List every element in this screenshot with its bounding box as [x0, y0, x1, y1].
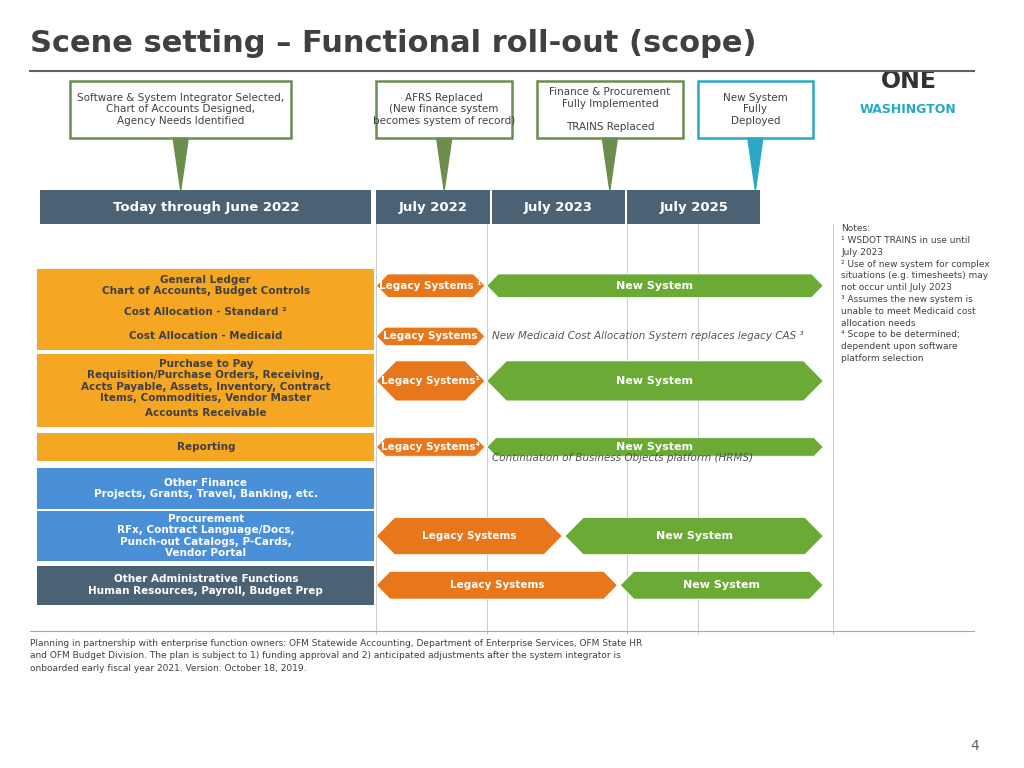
Text: Planning in partnership with enterprise function owners: OFM Statewide Accountin: Planning in partnership with enterprise … [30, 639, 642, 673]
Text: ONE: ONE [881, 68, 937, 93]
Text: General Ledger
Chart of Accounts, Budget Controls: General Ledger Chart of Accounts, Budget… [101, 275, 310, 296]
FancyBboxPatch shape [37, 323, 375, 350]
Text: July 2025: July 2025 [659, 201, 728, 214]
Text: New System: New System [683, 580, 760, 591]
Text: July 2022: July 2022 [398, 201, 468, 214]
Text: New System
Fully
Deployed: New System Fully Deployed [723, 93, 787, 126]
Text: Software & System Integrator Selected,
Chart of Accounts Designed,
Agency Needs : Software & System Integrator Selected, C… [77, 93, 285, 126]
Polygon shape [748, 138, 763, 190]
Polygon shape [621, 571, 823, 599]
Polygon shape [436, 138, 452, 190]
Text: Reporting: Reporting [176, 442, 236, 452]
Text: Legacy Systems ¹: Legacy Systems ¹ [379, 280, 482, 291]
Text: Legacy Systems⁴: Legacy Systems⁴ [381, 442, 480, 452]
Text: New Medicaid Cost Allocation System replaces legacy CAS ³: New Medicaid Cost Allocation System repl… [492, 331, 804, 342]
Text: Today through June 2022: Today through June 2022 [113, 201, 299, 214]
FancyBboxPatch shape [37, 511, 375, 561]
FancyBboxPatch shape [37, 468, 375, 509]
Text: Legacy Systems: Legacy Systems [450, 580, 544, 591]
Text: Other Administrative Functions
Human Resources, Payroll, Budget Prep: Other Administrative Functions Human Res… [88, 574, 324, 596]
Text: Legacy Systems: Legacy Systems [383, 331, 478, 342]
FancyBboxPatch shape [377, 81, 512, 138]
Polygon shape [486, 438, 823, 456]
Text: Scene setting – Functional roll-out (scope): Scene setting – Functional roll-out (sco… [30, 29, 757, 58]
Polygon shape [377, 518, 562, 554]
Text: New System: New System [616, 442, 693, 452]
FancyBboxPatch shape [37, 565, 375, 605]
Text: Cost Allocation - Medicaid: Cost Allocation - Medicaid [129, 331, 283, 342]
FancyBboxPatch shape [492, 190, 626, 224]
Text: Notes:
¹ WSDOT TRAINS in use until
July 2023
² Use of new system for complex
sit: Notes: ¹ WSDOT TRAINS in use until July … [841, 224, 990, 363]
FancyBboxPatch shape [628, 190, 760, 224]
Text: Cost Allocation - Standard ²: Cost Allocation - Standard ² [125, 306, 287, 317]
Polygon shape [565, 518, 823, 554]
Polygon shape [377, 571, 617, 599]
FancyBboxPatch shape [37, 433, 375, 461]
Polygon shape [377, 438, 484, 456]
FancyBboxPatch shape [697, 81, 813, 138]
Polygon shape [486, 361, 823, 401]
Polygon shape [486, 274, 823, 297]
FancyBboxPatch shape [37, 399, 375, 427]
Text: Legacy Systems¹: Legacy Systems¹ [381, 376, 480, 386]
Text: New System: New System [616, 376, 693, 386]
Text: AFRS Replaced
(New finance system
becomes system of record): AFRS Replaced (New finance system become… [373, 93, 515, 126]
Polygon shape [377, 274, 484, 297]
Text: Finance & Procurement
Fully Implemented

TRAINS Replaced: Finance & Procurement Fully Implemented … [549, 87, 671, 132]
Text: New System: New System [616, 280, 693, 291]
Text: Purchase to Pay
Requisition/Purchase Orders, Receiving,
Accts Payable, Assets, I: Purchase to Pay Requisition/Purchase Ord… [81, 359, 331, 403]
Text: Accounts Receivable: Accounts Receivable [145, 408, 266, 419]
Text: Continuation of Business Objects platform (HRMS): Continuation of Business Objects platfor… [492, 453, 753, 464]
FancyBboxPatch shape [377, 190, 489, 224]
Polygon shape [173, 138, 188, 190]
FancyBboxPatch shape [37, 269, 375, 303]
FancyBboxPatch shape [37, 353, 375, 409]
Text: Other Finance
Projects, Grants, Travel, Banking, etc.: Other Finance Projects, Grants, Travel, … [94, 478, 317, 499]
FancyBboxPatch shape [71, 81, 291, 138]
Text: Procurement
RFx, Contract Language/Docs,
Punch-out Catalogs, P-Cards,
Vendor Por: Procurement RFx, Contract Language/Docs,… [117, 514, 295, 558]
FancyBboxPatch shape [40, 190, 372, 224]
Polygon shape [377, 361, 484, 401]
Text: New System: New System [655, 531, 732, 541]
FancyBboxPatch shape [537, 81, 683, 138]
Text: July 2023: July 2023 [524, 201, 593, 214]
Text: 4: 4 [970, 739, 979, 753]
FancyBboxPatch shape [37, 298, 375, 326]
Polygon shape [377, 327, 484, 346]
Polygon shape [602, 138, 617, 190]
Text: WASHINGTON: WASHINGTON [860, 103, 956, 115]
Text: Legacy Systems: Legacy Systems [422, 531, 516, 541]
